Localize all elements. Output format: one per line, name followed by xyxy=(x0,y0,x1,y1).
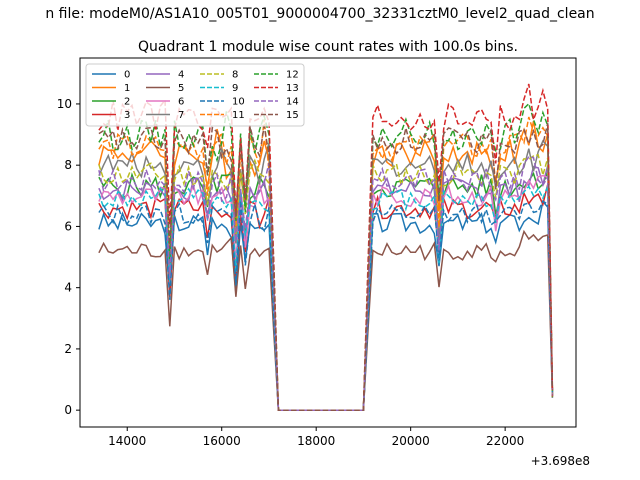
axes-frame xyxy=(79,57,577,428)
legend-label: 7 xyxy=(178,110,184,121)
legend-label: 6 xyxy=(178,97,184,108)
legend-label: 12 xyxy=(286,70,299,81)
x-tick-label: 18000 xyxy=(297,434,335,448)
y-tick-label: 6 xyxy=(64,219,72,233)
series-line-9 xyxy=(98,185,554,411)
legend-label: 10 xyxy=(232,97,245,108)
legend-label: 15 xyxy=(286,110,299,121)
y-tick-label: 0 xyxy=(64,403,72,417)
y-tick-label: 2 xyxy=(64,342,72,356)
legend-label: 5 xyxy=(178,83,184,94)
legend-label: 1 xyxy=(124,83,130,94)
x-tick-label: 16000 xyxy=(203,434,241,448)
chart-title: Quadrant 1 module wise count rates with … xyxy=(138,39,518,55)
legend-label: 3 xyxy=(124,110,130,121)
figure-suptitle: n file: modeM0/AS1A10_005T01_9000004700_… xyxy=(45,6,594,22)
x-tick-label: 20000 xyxy=(392,434,430,448)
y-tick-label: 10 xyxy=(57,97,72,111)
legend-label: 11 xyxy=(232,110,245,121)
series-layer xyxy=(98,83,554,411)
legend-label: 14 xyxy=(286,97,299,108)
legend-box xyxy=(85,63,305,127)
legend-label: 13 xyxy=(286,83,299,94)
plot-area xyxy=(79,57,577,428)
legend-label: 0 xyxy=(124,70,130,81)
y-tick-label: 8 xyxy=(64,158,72,172)
legend-label: 9 xyxy=(232,83,238,94)
y-axis: 0 2 4 6 8 10 xyxy=(57,97,80,417)
x-axis: 14000 16000 18000 20000 22000 xyxy=(108,427,524,448)
x-tick-label: 14000 xyxy=(108,434,146,448)
legend-label: 2 xyxy=(124,97,130,108)
legend-label: 8 xyxy=(232,70,238,81)
y-tick-label: 4 xyxy=(64,281,72,295)
legend-label: 4 xyxy=(178,70,184,81)
x-tick-label: 22000 xyxy=(486,434,524,448)
series-line-15 xyxy=(98,123,554,411)
x-offset-text: +3.698e8 xyxy=(531,454,590,468)
